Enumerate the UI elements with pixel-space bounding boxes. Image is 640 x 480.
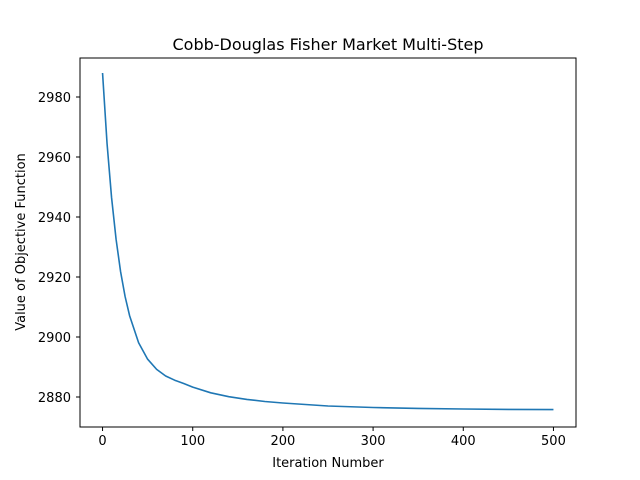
y-tick-label: 2940 xyxy=(38,211,71,226)
x-tick-label: 400 xyxy=(451,434,476,449)
series-layer xyxy=(101,72,554,411)
x-tick-label: 300 xyxy=(361,434,386,449)
plot-frame xyxy=(79,57,577,428)
series-line xyxy=(101,72,554,411)
axis-ticks: 0 100 200 300 400 500 2880 2900 2920 2940 2960 2980 xyxy=(38,91,566,449)
y-axis-label: Value of Objective Function xyxy=(14,153,29,331)
y-tick-label: 2880 xyxy=(38,391,71,406)
y-tick-label: 2900 xyxy=(38,331,71,346)
x-tick-label: 500 xyxy=(541,434,566,449)
x-tick-label: 0 xyxy=(98,434,106,449)
x-axis-label: Iteration Number xyxy=(272,456,384,471)
chart-title: Cobb-Douglas Fisher Market Multi-Step xyxy=(173,35,484,54)
y-tick-label: 2920 xyxy=(38,271,71,286)
y-tick-label: 2980 xyxy=(38,91,71,106)
x-tick-label: 200 xyxy=(270,434,295,449)
y-tick-label: 2960 xyxy=(38,151,71,166)
x-tick-label: 100 xyxy=(180,434,205,449)
